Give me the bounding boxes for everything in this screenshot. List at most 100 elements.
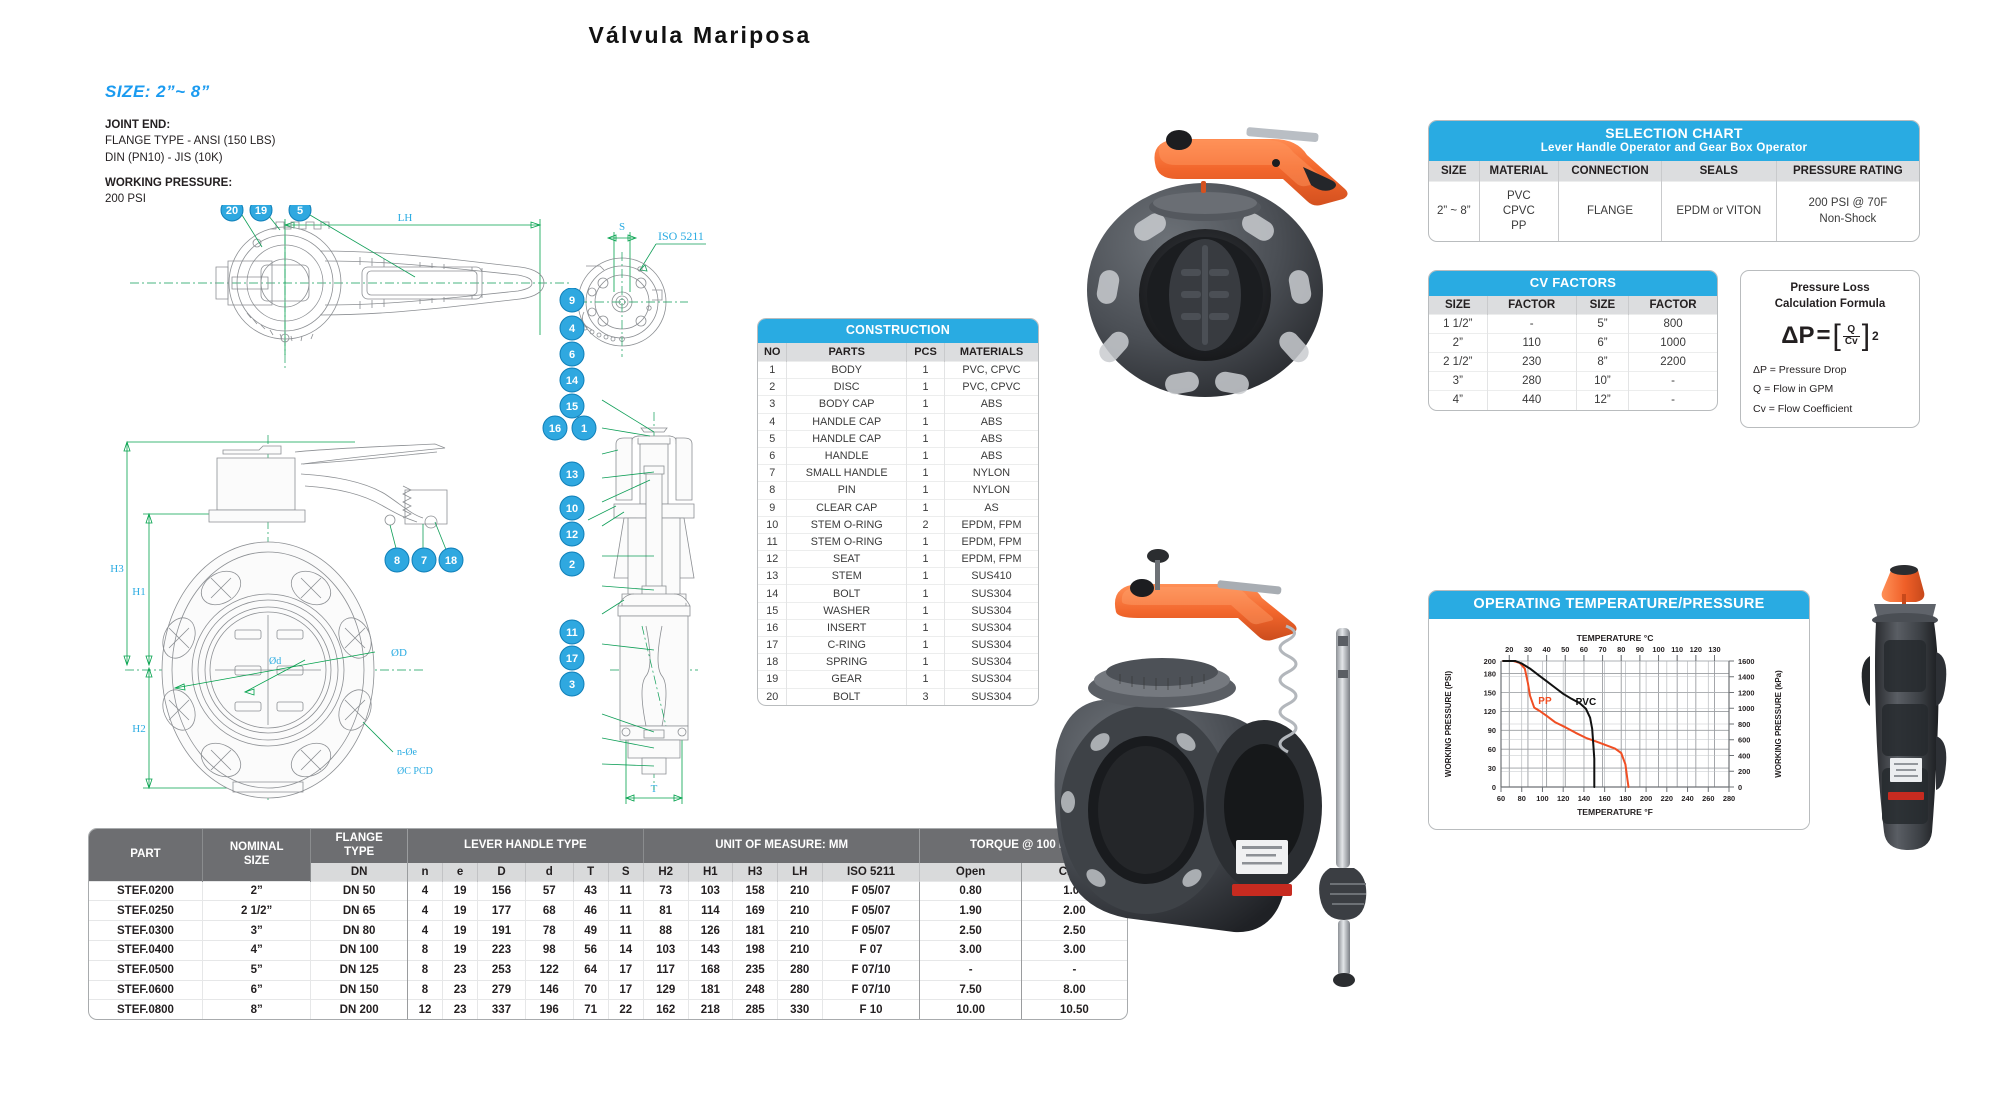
dim-label-s: S — [619, 221, 625, 233]
spec-cell: 5” — [202, 959, 312, 980]
spec-cell: 3.00 — [1021, 939, 1127, 961]
spec-cell: DN 125 — [310, 959, 408, 980]
callout-16: 16 — [542, 415, 568, 441]
callout-15: 15 — [559, 393, 585, 419]
svg-text:6: 6 — [569, 349, 575, 361]
construction-cell: C-RING — [786, 635, 907, 654]
construction-cell: SUS304 — [944, 584, 1038, 603]
callout-20: 20 — [220, 205, 244, 222]
spec-group-flange-type: FLANGE TYPE — [310, 829, 408, 863]
spec-cell: 7.50 — [919, 979, 1022, 1000]
chart-xtick-top-label: 130 — [1708, 645, 1720, 654]
size-label: SIZE: 2”~ 8” — [105, 82, 210, 101]
page-title: Válvula Mariposa — [588, 22, 812, 48]
spec-cell: STEF.0600 — [89, 979, 203, 1000]
table-row: 2 1/2” 230 8” 2200 — [1429, 351, 1717, 372]
chart-ytick-label: 90 — [1488, 726, 1496, 735]
svg-text:1: 1 — [581, 423, 587, 435]
bracket-close-icon: ] — [1861, 319, 1871, 353]
table-row: STEF.0400 4” DN 100 8 19 223 98 56 14 103 143 198 21… — [89, 939, 1127, 961]
construction-cell: BOLT — [786, 584, 907, 603]
callout-6: 6 — [559, 341, 585, 367]
cv-cell: - — [1487, 313, 1577, 334]
spec-cell: F 07/10 — [822, 979, 921, 1000]
dim-label-od: ØD — [391, 647, 407, 659]
spec-cell: 114 — [688, 900, 734, 921]
drawing-handle-callouts: 8 7 18 — [384, 547, 464, 573]
spec-cell: 8.00 — [1021, 979, 1127, 1000]
spec-sub-header: D — [477, 862, 526, 882]
construction-cell: SUS304 — [944, 635, 1038, 654]
cv-cell: 1000 — [1628, 332, 1717, 353]
construction-cell: SUS304 — [944, 618, 1038, 637]
dim-label-lh: LH — [398, 212, 413, 224]
working-pressure-title: WORKING PRESSURE: — [105, 177, 233, 189]
construction-header-row: NO PARTS PCS MATERIALS — [758, 343, 1038, 362]
chart-ytick-label: 150 — [1484, 689, 1496, 698]
selection-data-row: 2” ~ 8” PVC CPVC PP FLANGE EPDM or VITON 200 P… — [1429, 180, 1919, 242]
spec-cell: 4 — [407, 900, 444, 921]
drawing-section-view: T — [587, 399, 698, 804]
construction-cell: 13 — [758, 567, 788, 585]
chart-xtick-label: 280 — [1723, 794, 1735, 803]
construction-cell: WASHER — [786, 601, 907, 620]
selection-chart-title: SELECTION CHART — [1605, 125, 1743, 141]
spec-cell: 98 — [525, 939, 574, 961]
spec-cell: 4 — [407, 880, 444, 901]
cv-cell: 2 1/2” — [1429, 351, 1488, 372]
formula-definition: ΔP = Pressure Drop — [1753, 364, 1847, 377]
selection-chart-panel: SELECTION CHART Lever Handle Operator an… — [1428, 120, 1920, 243]
construction-cell: EPDM, FPM — [944, 515, 1038, 534]
formula-numerator: Q — [1842, 324, 1860, 337]
spec-cell: 11 — [608, 900, 644, 921]
spec-cell: STEF.0400 — [89, 939, 203, 961]
joint-end-line2: DIN (PN10) - JIS (10K) — [105, 151, 223, 164]
chart-ytick-right-label: 0 — [1738, 783, 1742, 792]
selection-header-row: SIZE MATERIAL CONNECTION SEALS PRESSURE RATI… — [1429, 160, 1919, 182]
chart-xtick-label: 100 — [1536, 794, 1548, 803]
construction-cell: BOLT — [786, 687, 907, 705]
table-row: 18 SPRING 1 SUS304 — [758, 653, 1038, 671]
spec-cell: 8” — [202, 999, 312, 1020]
table-row: 15 WASHER 1 SUS304 — [758, 601, 1038, 620]
svg-text:13: 13 — [566, 469, 578, 481]
construction-cell: 14 — [758, 584, 788, 603]
callout-13: 13 — [559, 461, 585, 487]
spec-cell: 181 — [688, 979, 734, 1000]
construction-cell: 1 — [906, 498, 946, 517]
spec-cell: 4 — [407, 920, 444, 941]
table-row: 20 BOLT 3 SUS304 — [758, 687, 1038, 705]
formula-equals: = — [1816, 322, 1831, 350]
spec-cell: DN 150 — [310, 979, 408, 1000]
table-row: 13 STEM 1 SUS410 — [758, 567, 1038, 585]
table-row: STEF.0250 2 1/2” DN 65 4 19 177 68 46 11 81 114 169… — [89, 900, 1127, 921]
spec-cell: 73 — [643, 880, 689, 901]
chart-xtick-top-label: 70 — [1598, 645, 1606, 654]
svg-text:7: 7 — [421, 555, 427, 567]
construction-cell: 17 — [758, 635, 788, 654]
callout-19: 19 — [249, 205, 273, 222]
callout-12: 12 — [559, 521, 585, 547]
cv-cell: - — [1628, 371, 1717, 391]
construction-cell: 2 — [906, 515, 946, 534]
spec-sub-header: e — [442, 862, 479, 882]
chart-ytick-right-label: 400 — [1738, 752, 1750, 761]
spec-cell: 17 — [608, 979, 644, 1000]
construction-cell: NYLON — [944, 481, 1038, 499]
svg-text:14: 14 — [566, 375, 579, 387]
spec-cell: F 05/07 — [822, 920, 921, 941]
construction-table-panel: CONSTRUCTION NO PARTS PCS MATERIALS 1 BODY 1 P… — [757, 318, 1039, 706]
chart-xtick-label: 80 — [1518, 794, 1526, 803]
cv-col-header: SIZE — [1576, 295, 1630, 315]
spec-cell: F 10 — [822, 999, 921, 1020]
construction-cell: SUS410 — [944, 567, 1038, 585]
chart-xtick-top-label: 100 — [1652, 645, 1664, 654]
spec-cell: DN 200 — [310, 999, 408, 1020]
spec-cell: 117 — [643, 959, 689, 980]
joint-end-block: JOINT END: FLANGE TYPE - ANSI (150 LBS) … — [105, 117, 275, 166]
chart-series-pvc — [1502, 660, 1596, 789]
construction-col-header: PARTS — [786, 343, 907, 362]
table-row: STEF.0200 2” DN 50 4 19 156 57 43 11 73 103 158 210 F… — [89, 880, 1127, 901]
chart-ytick-label: 200 — [1484, 657, 1496, 666]
